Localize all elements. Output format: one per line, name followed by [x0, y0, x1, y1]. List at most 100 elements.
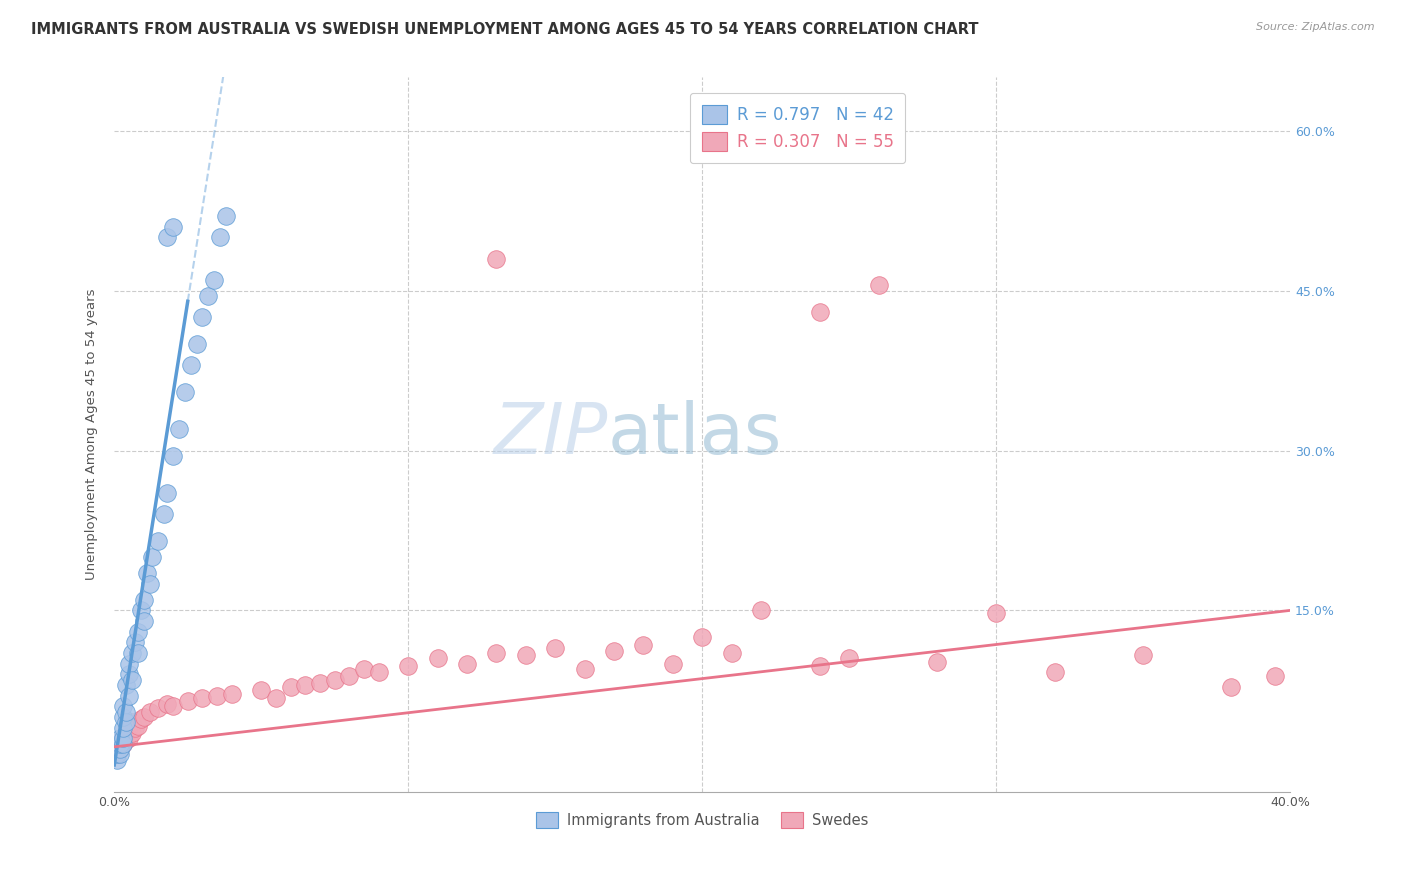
Point: [118, 689, 141, 703]
Point: [202, 273, 225, 287]
Point: [485, 252, 508, 266]
Point: [108, 731, 131, 746]
Point: [426, 651, 449, 665]
Point: [633, 638, 655, 652]
Point: [720, 646, 742, 660]
Point: [121, 646, 143, 660]
Point: [129, 712, 152, 726]
Point: [868, 278, 890, 293]
Point: [115, 715, 138, 730]
Point: [129, 603, 152, 617]
Point: [280, 680, 302, 694]
Text: ZIP: ZIP: [494, 400, 607, 469]
Point: [749, 603, 772, 617]
Point: [197, 289, 219, 303]
Legend: Immigrants from Australia, Swedes: Immigrants from Australia, Swedes: [530, 805, 875, 834]
Point: [115, 678, 138, 692]
Text: Source: ZipAtlas.com: Source: ZipAtlas.com: [1257, 22, 1375, 32]
Point: [112, 737, 135, 751]
Point: [138, 576, 160, 591]
Point: [927, 655, 949, 669]
Point: [112, 731, 135, 746]
Point: [191, 310, 214, 325]
Point: [367, 665, 389, 680]
Point: [156, 230, 179, 244]
Point: [339, 669, 361, 683]
Point: [112, 737, 135, 751]
Point: [115, 733, 138, 747]
Point: [121, 715, 143, 730]
Text: IMMIGRANTS FROM AUSTRALIA VS SWEDISH UNEMPLOYMENT AMONG AGES 45 TO 54 YEARS CORR: IMMIGRANTS FROM AUSTRALIA VS SWEDISH UNE…: [31, 22, 979, 37]
Point: [186, 337, 208, 351]
Point: [603, 644, 626, 658]
Point: [105, 747, 128, 762]
Point: [108, 742, 131, 756]
Point: [294, 678, 316, 692]
Point: [112, 699, 135, 714]
Point: [105, 747, 128, 762]
Point: [690, 630, 713, 644]
Point: [105, 742, 128, 756]
Point: [153, 508, 176, 522]
Point: [205, 689, 228, 703]
Y-axis label: Unemployment Among Ages 45 to 54 years: Unemployment Among Ages 45 to 54 years: [86, 289, 98, 581]
Point: [108, 747, 131, 762]
Point: [167, 422, 190, 436]
Point: [105, 753, 128, 767]
Point: [162, 449, 184, 463]
Point: [118, 731, 141, 746]
Point: [127, 624, 149, 639]
Point: [162, 219, 184, 234]
Point: [108, 742, 131, 756]
Point: [124, 635, 146, 649]
Point: [112, 710, 135, 724]
Point: [121, 726, 143, 740]
Point: [191, 690, 214, 705]
Point: [162, 699, 184, 714]
Point: [1132, 648, 1154, 662]
Point: [808, 658, 831, 673]
Text: atlas: atlas: [607, 400, 783, 469]
Point: [156, 697, 179, 711]
Point: [115, 726, 138, 740]
Point: [215, 209, 238, 223]
Point: [173, 384, 195, 399]
Point: [221, 687, 243, 701]
Point: [1220, 680, 1243, 694]
Point: [309, 676, 332, 690]
Point: [108, 737, 131, 751]
Point: [132, 614, 155, 628]
Point: [132, 592, 155, 607]
Point: [353, 662, 375, 676]
Point: [485, 646, 508, 660]
Point: [118, 721, 141, 735]
Point: [808, 305, 831, 319]
Point: [984, 606, 1007, 620]
Point: [156, 486, 179, 500]
Point: [127, 718, 149, 732]
Point: [108, 737, 131, 751]
Point: [138, 705, 160, 719]
Point: [148, 701, 170, 715]
Point: [121, 673, 143, 687]
Point: [838, 651, 860, 665]
Point: [264, 690, 287, 705]
Point: [515, 648, 537, 662]
Point: [112, 721, 135, 735]
Point: [323, 673, 346, 687]
Point: [574, 662, 596, 676]
Point: [135, 566, 157, 580]
Point: [180, 358, 202, 372]
Point: [661, 657, 683, 671]
Point: [115, 705, 138, 719]
Point: [127, 646, 149, 660]
Point: [148, 534, 170, 549]
Point: [141, 550, 163, 565]
Point: [1043, 665, 1066, 680]
Point: [544, 640, 567, 655]
Point: [112, 731, 135, 746]
Point: [177, 694, 200, 708]
Point: [250, 683, 273, 698]
Point: [209, 230, 232, 244]
Point: [118, 667, 141, 681]
